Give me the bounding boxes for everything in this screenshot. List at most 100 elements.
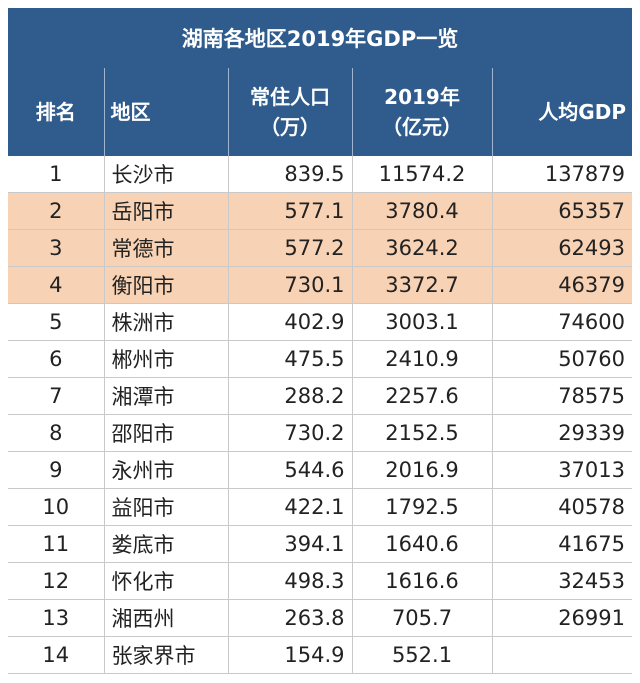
cell-gdp: 2016.9	[351, 451, 492, 489]
cell-per-capita: 65357	[491, 192, 632, 230]
header-gdp: 2019年 （亿元）	[351, 68, 492, 156]
cell-per-capita: 74600	[491, 303, 632, 341]
cell-gdp: 2152.5	[351, 414, 492, 452]
cell-population: 402.9	[227, 303, 352, 341]
cell-region: 湘西州	[103, 599, 228, 637]
table-row: 8 邵阳市 730.2 2152.5 29339	[8, 414, 632, 452]
cell-gdp: 705.7	[351, 599, 492, 637]
cell-rank: 10	[8, 488, 104, 526]
cell-gdp: 3003.1	[351, 303, 492, 341]
cell-per-capita: 137879	[491, 156, 632, 193]
cell-region: 长沙市	[103, 156, 228, 193]
table-row: 10 益阳市 422.1 1792.5 40578	[8, 488, 632, 526]
cell-per-capita	[491, 636, 632, 674]
table-row: 5 株洲市 402.9 3003.1 74600	[8, 303, 632, 341]
header-per-capita: 人均GDP	[491, 68, 632, 156]
cell-region: 益阳市	[103, 488, 228, 526]
table-row: 2 岳阳市 577.1 3780.4 65357	[8, 192, 632, 230]
cell-rank: 5	[8, 303, 104, 341]
cell-population: 577.1	[227, 192, 352, 230]
cell-rank: 1	[8, 156, 104, 193]
cell-population: 263.8	[227, 599, 352, 637]
table-row: 13 湘西州 263.8 705.7 26991	[8, 599, 632, 637]
cell-population: 154.9	[227, 636, 352, 674]
cell-rank: 4	[8, 266, 104, 304]
header-population: 常住人口 （万）	[227, 68, 352, 156]
cell-per-capita: 32453	[491, 562, 632, 600]
header-per-capita-label: 人均GDP	[538, 100, 626, 124]
cell-gdp: 3780.4	[351, 192, 492, 230]
cell-region: 娄底市	[103, 525, 228, 563]
cell-region: 湘潭市	[103, 377, 228, 415]
cell-per-capita: 37013	[491, 451, 632, 489]
cell-region: 张家界市	[103, 636, 228, 674]
cell-population: 730.1	[227, 266, 352, 304]
cell-rank: 14	[8, 636, 104, 674]
table-row: 3 常德市 577.2 3624.2 62493	[8, 229, 632, 267]
cell-per-capita: 29339	[491, 414, 632, 452]
header-population-unit: （万）	[260, 115, 320, 139]
table-row: 7 湘潭市 288.2 2257.6 78575	[8, 377, 632, 415]
header-rank: 排名	[8, 68, 104, 156]
cell-rank: 11	[8, 525, 104, 563]
gdp-table: 湖南各地区2019年GDP一览 排名 地区 常住人口 （万） 2019年 （亿元…	[8, 8, 632, 674]
header-gdp-unit: （亿元）	[382, 115, 462, 139]
table-row: 6 郴州市 475.5 2410.9 50760	[8, 340, 632, 378]
cell-region: 郴州市	[103, 340, 228, 378]
cell-population: 288.2	[227, 377, 352, 415]
cell-gdp: 1616.6	[351, 562, 492, 600]
header-region-label: 地区	[110, 100, 151, 124]
cell-gdp: 3624.2	[351, 229, 492, 267]
cell-per-capita: 50760	[491, 340, 632, 378]
cell-rank: 7	[8, 377, 104, 415]
cell-gdp: 11574.2	[351, 156, 492, 193]
table-row: 4 衡阳市 730.1 3372.7 46379	[8, 266, 632, 304]
cell-rank: 8	[8, 414, 104, 452]
table-row: 11 娄底市 394.1 1640.6 41675	[8, 525, 632, 563]
cell-rank: 2	[8, 192, 104, 230]
cell-population: 577.2	[227, 229, 352, 267]
cell-population: 839.5	[227, 156, 352, 193]
cell-region: 岳阳市	[103, 192, 228, 230]
table-header-row: 排名 地区 常住人口 （万） 2019年 （亿元） 人均GDP	[8, 68, 632, 156]
cell-per-capita: 46379	[491, 266, 632, 304]
cell-per-capita: 62493	[491, 229, 632, 267]
header-rank-label: 排名	[35, 100, 76, 124]
cell-population: 394.1	[227, 525, 352, 563]
cell-per-capita: 40578	[491, 488, 632, 526]
cell-rank: 13	[8, 599, 104, 637]
cell-gdp: 1640.6	[351, 525, 492, 563]
cell-gdp: 2257.6	[351, 377, 492, 415]
cell-rank: 6	[8, 340, 104, 378]
cell-rank: 12	[8, 562, 104, 600]
table-row: 12 怀化市 498.3 1616.6 32453	[8, 562, 632, 600]
header-gdp-label: 2019年	[384, 85, 460, 109]
cell-population: 730.2	[227, 414, 352, 452]
cell-per-capita: 26991	[491, 599, 632, 637]
cell-population: 544.6	[227, 451, 352, 489]
cell-gdp: 552.1	[351, 636, 492, 674]
cell-region: 衡阳市	[103, 266, 228, 304]
header-region: 地区	[103, 68, 228, 156]
cell-population: 475.5	[227, 340, 352, 378]
cell-region: 怀化市	[103, 562, 228, 600]
table-title: 湖南各地区2019年GDP一览	[8, 8, 632, 68]
cell-population: 422.1	[227, 488, 352, 526]
cell-gdp: 1792.5	[351, 488, 492, 526]
table-title-row: 湖南各地区2019年GDP一览	[8, 8, 632, 68]
cell-population: 498.3	[227, 562, 352, 600]
cell-region: 株洲市	[103, 303, 228, 341]
table-body: 1 长沙市 839.5 11574.2 137879 2 岳阳市 577.1 3780.4 653…	[8, 156, 632, 674]
table-row: 9 永州市 544.6 2016.9 37013	[8, 451, 632, 489]
header-population-label: 常住人口	[250, 85, 330, 109]
cell-per-capita: 78575	[491, 377, 632, 415]
cell-region: 常德市	[103, 229, 228, 267]
table-row: 14 张家界市 154.9 552.1	[8, 636, 632, 674]
cell-gdp: 3372.7	[351, 266, 492, 304]
cell-rank: 3	[8, 229, 104, 267]
table-row: 1 长沙市 839.5 11574.2 137879	[8, 156, 632, 193]
cell-region: 永州市	[103, 451, 228, 489]
cell-gdp: 2410.9	[351, 340, 492, 378]
cell-per-capita: 41675	[491, 525, 632, 563]
